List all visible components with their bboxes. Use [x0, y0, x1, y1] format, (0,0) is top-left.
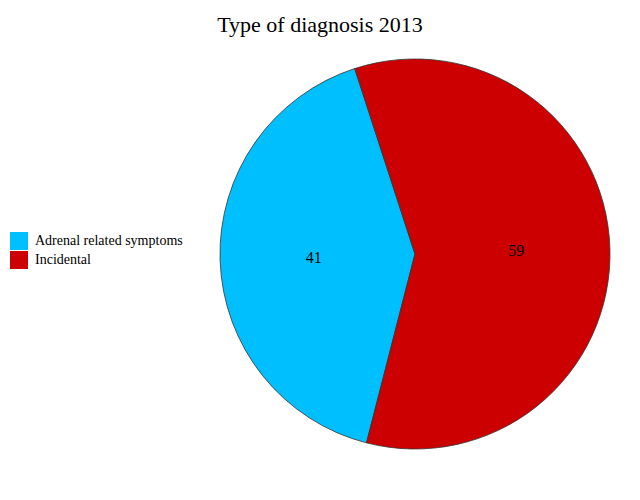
html-text:Type of diagnosis 2013: Type of diagnosis 2013: [217, 12, 423, 37]
html-text:Incidental: Incidental: [35, 251, 91, 267]
svg-text:41: 41: [306, 249, 322, 266]
svg-text:59: 59: [508, 242, 524, 259]
html-text:Adrenal related symptoms: Adrenal related symptoms: [35, 232, 183, 248]
